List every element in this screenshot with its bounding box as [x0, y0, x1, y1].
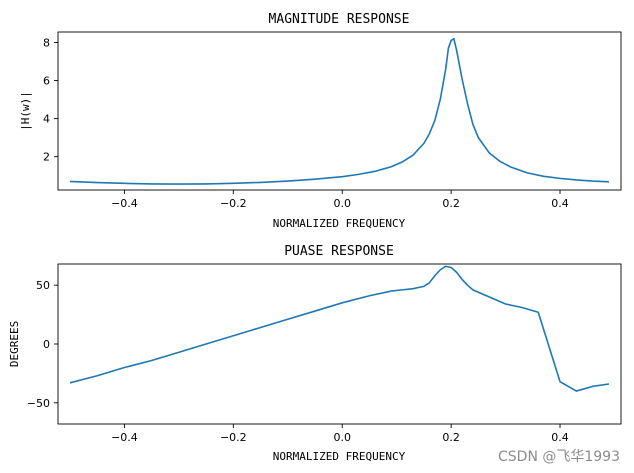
magnitude-x-tick-label: −0.4 — [111, 197, 138, 210]
phase-y-tick-label: 50 — [36, 279, 50, 292]
magnitude-x-tick-label: −0.2 — [220, 197, 247, 210]
magnitude-x-label: NORMALIZED FREQUENCY — [273, 217, 406, 230]
phase-title: PUASE RESPONSE — [284, 244, 394, 259]
magnitude-y-label: |H(w)| — [19, 91, 32, 131]
magnitude-series-line — [69, 37, 610, 185]
phase-x-tick-label: 0.4 — [551, 431, 569, 444]
magnitude-x-tick-label: 0.4 — [551, 197, 569, 210]
phase-x-tick-label: −0.2 — [220, 431, 247, 444]
phase-y-ticks: −50 0 50 — [27, 279, 58, 410]
phase-y-label: DEGREES — [8, 321, 21, 367]
magnitude-y-tick-label: 6 — [43, 75, 50, 88]
phase-x-tick-label: −0.4 — [111, 431, 138, 444]
magnitude-y-tick-label: 2 — [43, 151, 50, 164]
phase-series-line — [69, 265, 610, 392]
phase-x-tick-label: 0.0 — [333, 431, 351, 444]
magnitude-x-tick-label: 0.2 — [442, 197, 460, 210]
magnitude-y-ticks: 2 4 6 8 — [43, 36, 58, 164]
phase-axes-frame — [57, 263, 622, 425]
magnitude-x-ticks: −0.4 −0.2 0.0 0.2 0.4 — [111, 190, 569, 210]
phase-y-tick-label: −50 — [27, 397, 50, 410]
magnitude-x-tick-label: 0.0 — [333, 197, 351, 210]
phase-x-tick-label: 0.2 — [442, 431, 460, 444]
magnitude-y-tick-label: 4 — [43, 113, 50, 126]
phase-subplot: PUASE RESPONSE −0.4 −0.2 0.0 0.2 0.4 −50050 … — [8, 244, 622, 463]
watermark-text: CSDN @飞华1993 — [498, 449, 620, 465]
phase-y-tick-label: 0 — [43, 338, 50, 351]
phase-x-label: NORMALIZED FREQUENCY — [273, 450, 406, 463]
magnitude-title: MAGNITUDE RESPONSE — [269, 12, 410, 27]
magnitude-subplot: MAGNITUDE RESPONSE −0.4 −0.2 0.0 0.2 0.4 2 4 6… — [19, 12, 622, 230]
magnitude-axes-frame — [57, 31, 622, 191]
magnitude-y-tick-label: 8 — [43, 36, 50, 49]
phase-x-ticks: −0.4 −0.2 0.0 0.2 0.4 — [111, 424, 569, 444]
